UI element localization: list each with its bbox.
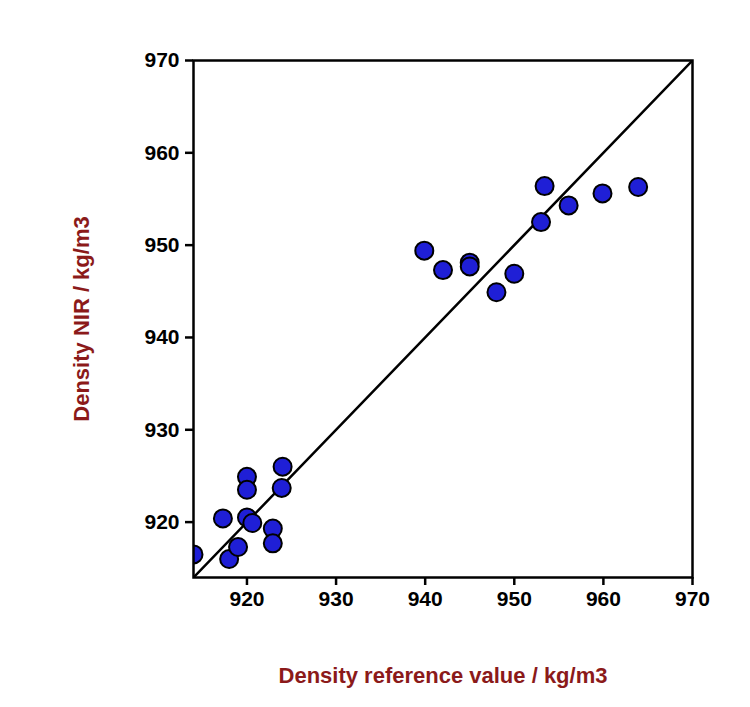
svg-text:930: 930 bbox=[319, 587, 354, 610]
svg-text:950: 950 bbox=[144, 233, 179, 256]
svg-text:Density reference value / kg/m: Density reference value / kg/m3 bbox=[279, 663, 608, 688]
svg-text:960: 960 bbox=[144, 141, 179, 164]
svg-text:930: 930 bbox=[144, 418, 179, 441]
svg-text:920: 920 bbox=[144, 510, 179, 533]
svg-text:970: 970 bbox=[675, 587, 710, 610]
svg-text:Density NIR / kg/m3: Density NIR / kg/m3 bbox=[69, 216, 94, 421]
svg-text:940: 940 bbox=[408, 587, 443, 610]
svg-text:920: 920 bbox=[229, 587, 264, 610]
svg-text:950: 950 bbox=[497, 587, 532, 610]
svg-text:960: 960 bbox=[586, 587, 621, 610]
svg-text:940: 940 bbox=[144, 325, 179, 348]
svg-text:970: 970 bbox=[144, 48, 179, 71]
